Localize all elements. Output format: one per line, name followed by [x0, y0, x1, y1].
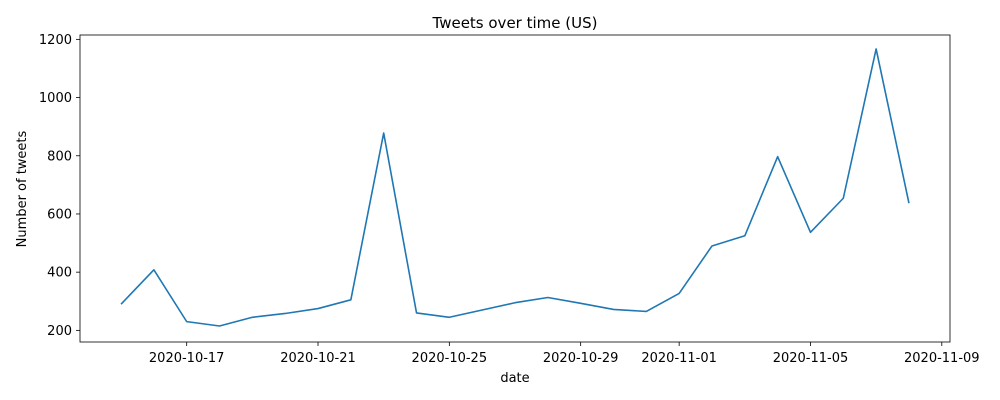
x-tick-label: 2020-10-25 — [412, 351, 488, 366]
chart-title: Tweets over time (US) — [432, 14, 598, 32]
y-axis-label: Number of tweets — [15, 130, 30, 247]
x-axis-ticks: 2020-10-17 2020-10-21 2020-10-25 2020-10-29… — [149, 342, 980, 366]
x-axis-label: date — [500, 371, 529, 386]
y-tick-label: 1200 — [39, 33, 72, 48]
y-axis-ticks: 200 400 600 800 1000 1200 — [39, 33, 80, 339]
y-tick-label: 800 — [47, 149, 72, 164]
y-tick-label: 200 — [47, 324, 72, 339]
x-tick-label: 2020-11-09 — [904, 351, 980, 366]
plot-frame — [79, 34, 951, 343]
x-tick-label: 2020-10-21 — [280, 351, 356, 366]
x-tick-label: 2020-10-17 — [149, 351, 225, 366]
y-tick-label: 1000 — [39, 91, 72, 106]
x-tick-label: 2020-11-05 — [773, 351, 849, 366]
plot-area — [120, 48, 910, 327]
y-tick-label: 400 — [47, 266, 72, 281]
x-tick-label: 2020-10-29 — [543, 351, 619, 366]
series-line-0 — [120, 48, 910, 327]
y-tick-label: 600 — [47, 207, 72, 222]
x-tick-label: 2020-11-01 — [641, 351, 717, 366]
